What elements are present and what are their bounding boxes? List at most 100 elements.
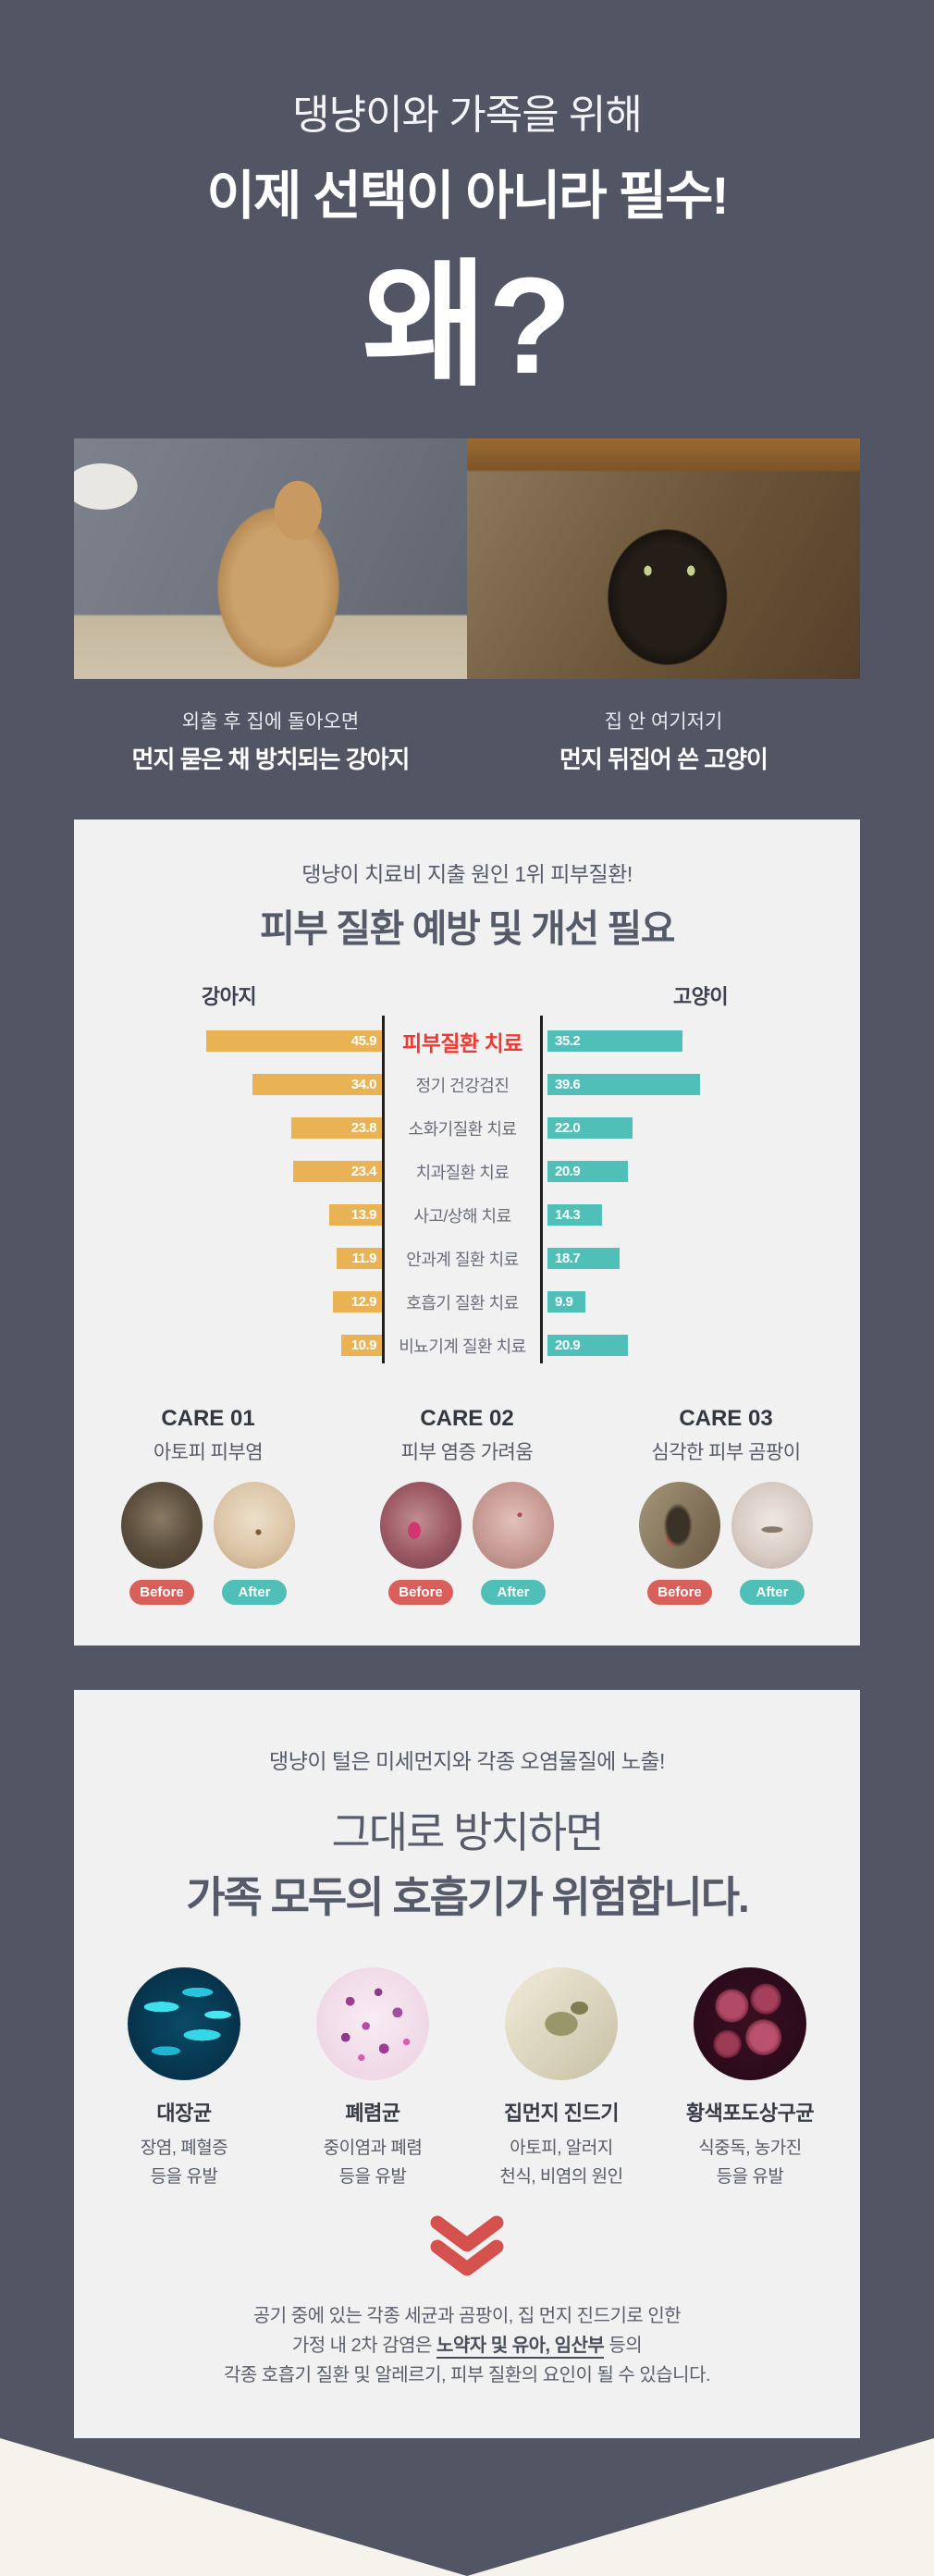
chart-headers: 강아지 고양이: [74, 980, 860, 1010]
dust-mite-photo: [505, 1967, 618, 2080]
before-badge: Before: [129, 1580, 194, 1605]
chart-category-label: 치과질환 치료: [415, 1163, 510, 1182]
dog-bar-value: 10.9: [350, 1337, 377, 1353]
chart-category-label: 소화기질환 치료: [408, 1119, 517, 1139]
cat-bar-value: 9.9: [555, 1294, 573, 1310]
chart-card-subtitle: 댕냥이 치료비 지출 원인 1위 피부질환!: [301, 862, 633, 886]
chart-row: 23.4 치과질환 치료 20.9: [74, 1150, 860, 1193]
chart-row: 45.9 피부질환 치료 35.2: [74, 1019, 860, 1063]
chart-axis-right: [540, 1016, 543, 1363]
chart-category-label: 사고/상해 치료: [413, 1206, 511, 1226]
footer-line2-post: 등의: [604, 2336, 643, 2356]
cat-bar-value: 22.0: [555, 1120, 581, 1136]
chart-row: 10.9 비뇨기계 질환 치료 20.9: [74, 1324, 860, 1367]
before-photo: [639, 1482, 720, 1569]
microbe-desc-line1: 식중독, 농가진: [698, 2138, 802, 2158]
dog-bar: 12.9: [333, 1291, 383, 1313]
chart-card-title: 피부 질환 예방 및 개선 필요: [260, 907, 675, 950]
care-title: CARE 02: [420, 1406, 514, 1431]
care-subtitle: 심각한 피부 곰팡이: [651, 1442, 801, 1463]
chart-header-dog: 강아지: [201, 985, 257, 1008]
treatment-cost-chart: 강아지 고양이 45.9 피부질환 치료 35.2 34.0 정기 건강검진 39.6 23…: [74, 980, 860, 1367]
cat-bar-value: 20.9: [555, 1164, 581, 1179]
dog-bar-value: 13.9: [350, 1207, 377, 1223]
care-item-2: CARE 02 피부 염증 가려움 Before After: [351, 1406, 583, 1605]
microbe-ecoli: 대장균 장염, 폐혈증 등을 유발: [110, 1967, 258, 2191]
microbe-name: 황색포도상구균: [685, 2101, 815, 2125]
footer-line2-emphasis: 노약자 및 유아, 임산부: [436, 2336, 605, 2359]
hero-subtitle: 댕냥이와 가족을 위해: [292, 92, 643, 138]
chart-category-label: 정기 건강검진: [415, 1076, 510, 1095]
dog-caption-line2: 먼지 묻은 채 방치되는 강아지: [131, 746, 411, 773]
chevron-down-icon: [74, 2212, 860, 2285]
cat-bar-value: 14.3: [555, 1207, 581, 1223]
risk-card-subtitle: 댕냥이 털은 미세먼지와 각종 오염물질에 노출!: [269, 1749, 665, 1773]
care-item-3: CARE 03 심각한 피부 곰팡이 Before After: [610, 1406, 842, 1605]
chart-category-label: 피부질환 치료: [402, 1030, 522, 1055]
cat-bar: 9.9: [547, 1291, 585, 1313]
after-badge: After: [222, 1580, 287, 1605]
photo-captions: 외출 후 집에 돌아오면 먼지 묻은 채 방치되는 강아지 집 안 여기저기 먼…: [74, 707, 860, 775]
dog-bar-value: 11.9: [351, 1251, 377, 1266]
footer-line2-pre: 가정 내 2차 감염은: [291, 2336, 436, 2356]
footer-line1: 공기 중에 있는 각종 세균과 곰팡이, 집 먼지 진드기로 인한: [252, 2306, 682, 2326]
dog-caption: 외출 후 집에 돌아오면 먼지 묻은 채 방치되는 강아지: [74, 707, 467, 775]
cat-bar-value: 39.6: [555, 1077, 581, 1092]
after-badge: After: [740, 1580, 805, 1605]
dog-bar: 10.9: [341, 1335, 383, 1356]
hero-question: 왜?: [362, 250, 572, 402]
microbe-desc-line1: 장염, 폐혈증: [140, 2138, 228, 2158]
cat-bar: 14.3: [547, 1204, 602, 1226]
photo-row: [74, 438, 860, 679]
microbe-desc-line1: 아토피, 알러지: [510, 2138, 613, 2158]
after-photo: [731, 1482, 813, 1569]
chart-category-label: 안과계 질환 치료: [406, 1250, 519, 1269]
cat-bar: 20.9: [547, 1161, 628, 1182]
ecoli-photo: [128, 1967, 240, 2080]
chart-category-label: 비뇨기계 질환 치료: [399, 1337, 526, 1356]
chart-row: 34.0 정기 건강검진 39.6: [74, 1063, 860, 1106]
cat-bar: 35.2: [547, 1030, 682, 1052]
before-photo: [121, 1482, 203, 1569]
care-row: CARE 01 아토피 피부염 Before After CARE 02 피부 …: [74, 1406, 860, 1605]
after-badge: After: [481, 1580, 546, 1605]
pneumonia-photo: [316, 1967, 429, 2080]
skin-disease-card: 댕냥이 치료비 지출 원인 1위 피부질환! 피부 질환 예방 및 개선 필요 …: [74, 820, 860, 1645]
dusty-cat-photo: [467, 438, 860, 679]
care-item-1: CARE 01 아토피 피부염 Before After: [92, 1406, 324, 1605]
cat-bar-value: 18.7: [555, 1251, 581, 1266]
dog-bar: 34.0: [252, 1074, 383, 1095]
chart-row: 23.8 소화기질환 치료 22.0: [74, 1106, 860, 1150]
care-title: CARE 01: [161, 1406, 255, 1431]
chart-header-cat: 고양이: [672, 985, 729, 1008]
cat-bar-value: 35.2: [555, 1033, 581, 1049]
staph-photo: [694, 1967, 806, 2080]
microbe-desc-line2: 등을 유발: [716, 2167, 784, 2187]
before-badge: Before: [647, 1580, 712, 1605]
respiratory-risk-card: 댕냥이 털은 미세먼지와 각종 오염물질에 노출! 그대로 방치하면 가족 모두…: [74, 1690, 860, 2442]
dog-bar-value: 34.0: [350, 1077, 377, 1092]
microbe-name: 집먼지 진드기: [503, 2101, 620, 2125]
microbe-desc-line2: 천식, 비염의 원인: [499, 2167, 623, 2187]
risk-title-line1: 그대로 방치하면: [331, 1808, 604, 1856]
photo-section: 외출 후 집에 돌아오면 먼지 묻은 채 방치되는 강아지 집 안 여기저기 먼…: [0, 438, 934, 775]
after-photo: [473, 1482, 554, 1569]
cat-bar: 18.7: [547, 1248, 620, 1269]
chart-row: 12.9 호흡기 질환 치료 9.9: [74, 1280, 860, 1324]
cat-caption-line2: 먼지 뒤집어 쓴 고양이: [559, 746, 768, 773]
care-subtitle: 아토피 피부염: [153, 1442, 264, 1463]
chart-row: 13.9 사고/상해 치료 14.3: [74, 1193, 860, 1237]
care-title: CARE 03: [679, 1406, 773, 1431]
after-photo: [214, 1482, 295, 1569]
microbe-desc-line1: 중이염과 폐렴: [323, 2138, 423, 2158]
microbe-pneumonia: 폐렴균 중이염과 폐렴 등을 유발: [299, 1967, 447, 2191]
microbe-row: 대장균 장염, 폐혈증 등을 유발 폐렴균 중이염과 폐렴 등을 유발 집먼지 진드…: [74, 1967, 860, 2191]
before-photo: [380, 1482, 461, 1569]
chart-rows: 45.9 피부질환 치료 35.2 34.0 정기 건강검진 39.6 23.8 소화기질환 …: [74, 1016, 860, 1367]
dog-bar: 23.4: [293, 1161, 383, 1182]
dog-bar-value: 45.9: [350, 1033, 377, 1049]
microbe-name: 폐렴균: [345, 2101, 400, 2125]
bottom-v-shape: [0, 2438, 934, 2576]
cat-bar: 39.6: [547, 1074, 700, 1095]
